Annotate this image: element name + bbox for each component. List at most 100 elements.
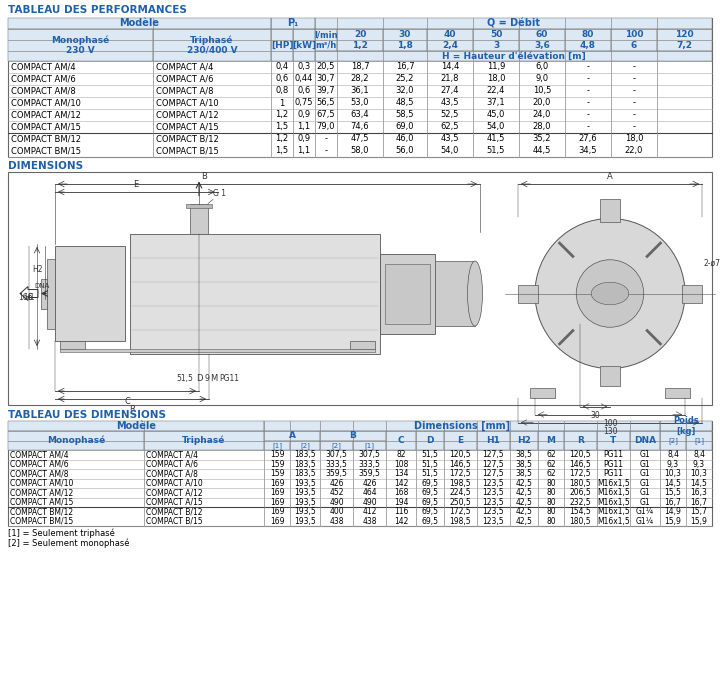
Text: 8,4: 8,4 (693, 450, 705, 459)
Text: 69,5: 69,5 (421, 498, 438, 507)
Text: 51,5: 51,5 (422, 450, 438, 459)
Text: M16x1,5: M16x1,5 (597, 488, 630, 497)
Text: 198,5: 198,5 (450, 517, 472, 526)
Text: 142: 142 (394, 517, 408, 526)
Text: 206,5: 206,5 (570, 488, 591, 497)
Text: 45,0: 45,0 (487, 110, 505, 120)
Text: 50: 50 (490, 30, 502, 39)
Text: 69,5: 69,5 (421, 517, 438, 526)
Bar (130, 234, 380, 353)
Text: E: E (134, 180, 139, 189)
Text: 34,5: 34,5 (579, 147, 598, 155)
Text: G1: G1 (639, 469, 650, 479)
Text: 15,9: 15,9 (665, 517, 681, 526)
Text: DNA: DNA (634, 436, 656, 445)
Text: 30: 30 (590, 411, 600, 419)
Text: COMPACT B/15: COMPACT B/15 (146, 517, 202, 526)
Bar (427, 29, 473, 51)
Text: COMPACT BM/12: COMPACT BM/12 (10, 507, 73, 516)
Text: 38,5: 38,5 (516, 469, 532, 479)
Text: 56,5: 56,5 (317, 98, 336, 108)
Text: 123,5: 123,5 (482, 488, 504, 497)
Text: 46,0: 46,0 (396, 135, 414, 143)
Text: 58,5: 58,5 (396, 110, 414, 120)
Text: 38,5: 38,5 (516, 460, 532, 469)
Text: G1: G1 (639, 450, 650, 459)
Text: 193,5: 193,5 (294, 498, 316, 507)
Bar (611, 29, 657, 51)
Text: 426: 426 (329, 479, 343, 488)
Text: A: A (289, 431, 295, 441)
Text: G1: G1 (639, 488, 650, 497)
Text: 172,5: 172,5 (450, 507, 472, 516)
Text: Triphasé: Triphasé (182, 435, 225, 446)
Text: -: - (632, 122, 636, 131)
Text: 183,5: 183,5 (294, 460, 316, 469)
Text: COMPACT AM/12: COMPACT AM/12 (10, 488, 73, 497)
Text: 250,5: 250,5 (449, 498, 472, 507)
Text: 82: 82 (396, 450, 406, 459)
Text: 0,44: 0,44 (294, 75, 313, 83)
Text: DNA: DNA (35, 283, 50, 289)
Text: 56,0: 56,0 (396, 147, 414, 155)
Text: PG11: PG11 (603, 460, 624, 469)
Text: 127,5: 127,5 (482, 450, 504, 459)
Text: 307,5: 307,5 (325, 450, 348, 459)
Text: 15,7: 15,7 (690, 507, 708, 516)
Text: COMPACT AM/10: COMPACT AM/10 (10, 479, 73, 488)
Text: 1,1: 1,1 (297, 122, 310, 131)
Text: C: C (397, 436, 405, 445)
Text: 40: 40 (444, 30, 456, 39)
Text: -: - (632, 87, 636, 96)
Text: 438: 438 (362, 517, 377, 526)
Text: 490: 490 (362, 498, 377, 507)
Bar (385, 264, 430, 324)
Bar (8, 29, 153, 61)
Bar (600, 199, 620, 221)
Bar (353, 441, 386, 450)
Text: M16x1,5: M16x1,5 (597, 517, 630, 526)
Text: -: - (587, 122, 590, 131)
Text: D: D (196, 374, 202, 383)
Text: COMPACT B/12: COMPACT B/12 (146, 507, 202, 516)
Text: M: M (546, 436, 556, 445)
Text: 3,6: 3,6 (534, 41, 550, 50)
Text: H2: H2 (32, 265, 43, 275)
Bar (271, 29, 293, 61)
Text: 130: 130 (603, 427, 617, 435)
Text: 6,0: 6,0 (536, 63, 549, 71)
Text: 80: 80 (546, 507, 556, 516)
Text: [1]: [1] (694, 437, 704, 444)
Text: A: A (607, 172, 613, 181)
Text: 232,5: 232,5 (570, 498, 591, 507)
Text: 2-ø7: 2-ø7 (703, 259, 720, 268)
Text: 14,5: 14,5 (690, 479, 708, 488)
Text: H1: H1 (487, 436, 500, 445)
Text: 172,5: 172,5 (570, 469, 591, 479)
Text: 169: 169 (270, 488, 284, 497)
Bar (320, 431, 386, 441)
Bar (264, 421, 660, 431)
Text: 400: 400 (329, 507, 344, 516)
Text: COMPACT A/10: COMPACT A/10 (146, 479, 203, 488)
Text: 63,4: 63,4 (351, 110, 369, 120)
Bar (293, 29, 315, 61)
Text: COMPACT BM/12: COMPACT BM/12 (11, 135, 81, 143)
Text: 1,2: 1,2 (276, 110, 289, 120)
Text: 3: 3 (493, 41, 499, 50)
Bar (8, 431, 144, 450)
Text: -: - (632, 98, 636, 108)
Text: COMPACT AM/6: COMPACT AM/6 (11, 75, 76, 83)
Text: 18,0: 18,0 (487, 75, 505, 83)
Text: 18,0: 18,0 (625, 135, 643, 143)
Text: 120: 120 (675, 30, 694, 39)
Text: 224,5: 224,5 (450, 488, 472, 497)
Text: COMPACT AM/15: COMPACT AM/15 (10, 498, 73, 507)
Text: 62,5: 62,5 (441, 122, 459, 131)
Text: Monophasé: Monophasé (47, 435, 105, 446)
Bar (538, 431, 564, 450)
Text: 127,5: 127,5 (482, 469, 504, 479)
Text: 159: 159 (270, 469, 284, 479)
Text: COMPACT AM/4: COMPACT AM/4 (10, 450, 68, 459)
Text: 100: 100 (625, 30, 643, 39)
